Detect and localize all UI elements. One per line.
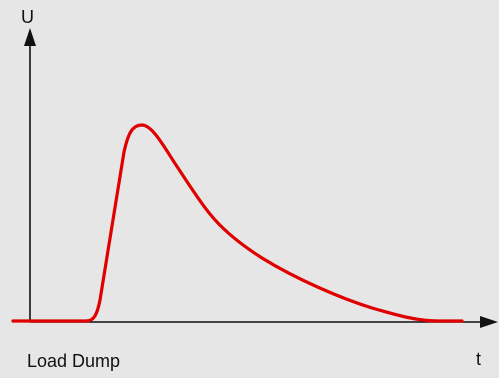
y-axis-label: U bbox=[21, 7, 34, 27]
x-axis-label: t bbox=[476, 349, 482, 369]
y-axis-arrowhead bbox=[24, 28, 36, 46]
load-dump-curve bbox=[11, 123, 464, 323]
x-axis-arrowhead bbox=[480, 316, 498, 328]
diagram-caption: Load Dump bbox=[27, 351, 121, 371]
